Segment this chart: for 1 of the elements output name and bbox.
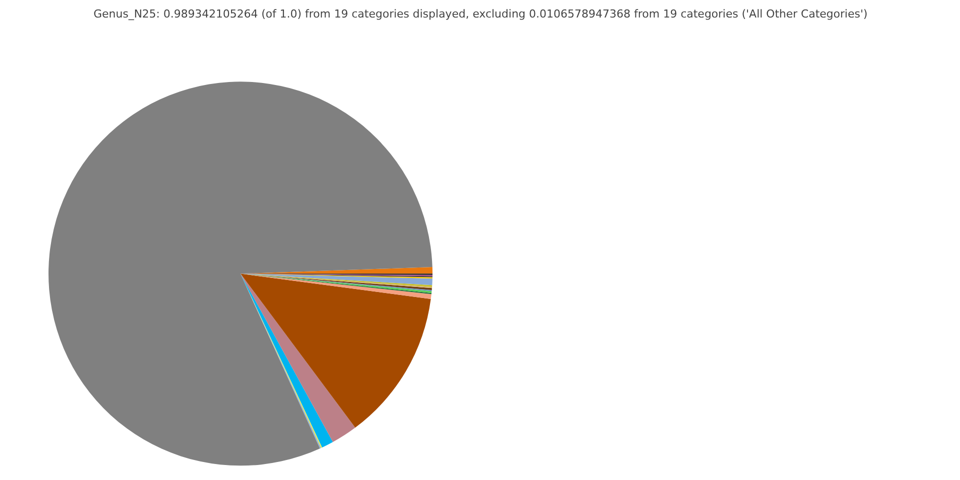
text: Genus_N25: 0.989342105264 (of 1.0) from 19 categories displayed, excluding 0.0106578947368 from 19 categories ('All Other Categories') [93,8,868,20]
